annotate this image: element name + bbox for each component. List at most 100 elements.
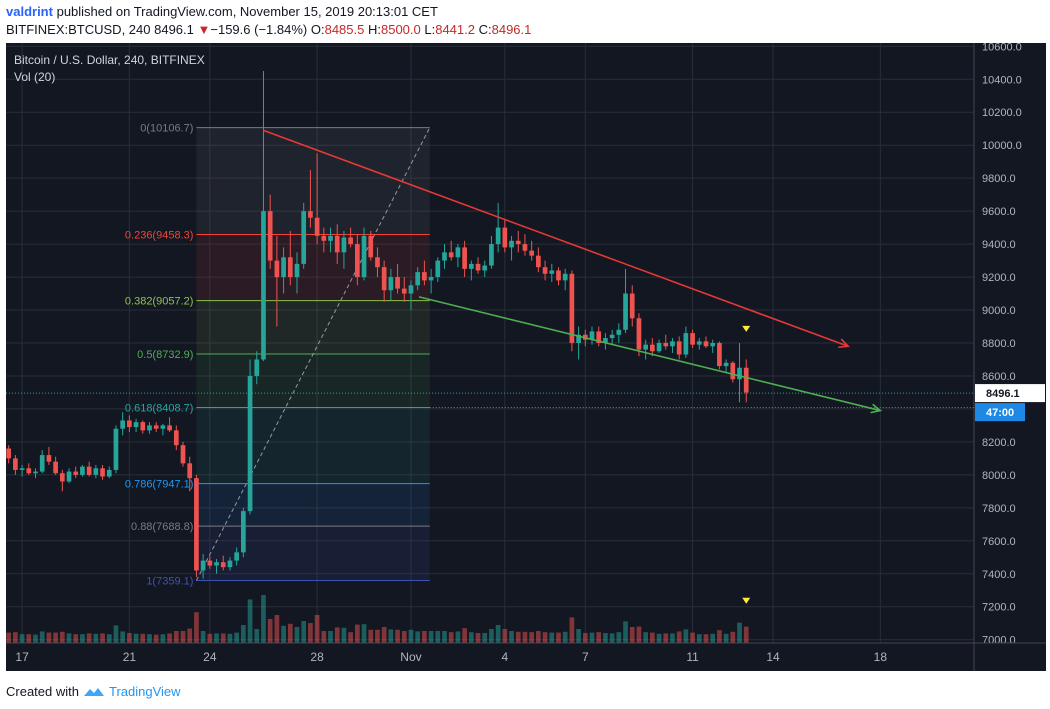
volume-bar	[743, 626, 749, 643]
high-label: H:	[367, 22, 381, 37]
volume-bar	[127, 633, 132, 643]
candle-body	[194, 478, 199, 571]
fib-band	[196, 300, 430, 355]
candle-body	[227, 560, 233, 568]
candle-body	[663, 343, 669, 347]
candle-body	[509, 240, 514, 248]
x-tick-label: 17	[15, 650, 29, 664]
volume-bar	[542, 632, 548, 643]
candle-body	[710, 343, 716, 347]
candle-body	[19, 468, 25, 470]
volume-bar	[556, 632, 561, 643]
low-label: L:	[424, 22, 436, 37]
candle-body	[743, 367, 749, 393]
volume-bar	[200, 631, 206, 643]
volume-bar	[301, 621, 307, 643]
candle-body	[207, 560, 213, 566]
candle-body	[489, 244, 494, 266]
volume-bar	[287, 623, 293, 643]
volume-bar	[589, 632, 595, 643]
chart-area[interactable]: 0(10106.7) 0.236(9458.3) 0.382(9057.2) 0.5(…	[6, 43, 1046, 671]
candlesticks	[6, 71, 749, 579]
candle-body	[86, 466, 92, 475]
green-arrow-head	[870, 403, 883, 414]
volume-bar	[294, 627, 300, 643]
candle-body	[200, 560, 206, 571]
candle-body	[39, 455, 45, 472]
volume-bar	[234, 632, 239, 643]
volume-bar	[603, 633, 608, 643]
candle-body	[656, 343, 662, 352]
candle-body	[220, 562, 226, 568]
author-name[interactable]: valdrint	[6, 4, 53, 19]
low-value: 8441.2	[435, 22, 475, 37]
volume-bar	[663, 633, 669, 643]
volume-bar	[737, 622, 742, 643]
fib-level-label: 0.5(8732.9)	[137, 349, 193, 361]
candle-body	[676, 341, 682, 355]
volume-bar	[375, 629, 380, 643]
red-trendline	[263, 129, 849, 348]
countdown-tag	[975, 403, 1025, 422]
fib-band	[196, 234, 430, 301]
volume-bar	[415, 631, 421, 643]
volume-bar	[482, 633, 488, 643]
tradingview-brand[interactable]: TradingView	[108, 684, 181, 699]
volume-bar	[455, 631, 461, 643]
candle-body	[556, 270, 561, 281]
volume-bar	[348, 632, 353, 643]
fib-band	[196, 526, 430, 581]
close-label: C:	[478, 22, 492, 37]
fib-band	[196, 483, 430, 527]
volume-bar	[489, 629, 494, 643]
candle-body	[6, 448, 12, 459]
candle-body	[515, 240, 521, 245]
volume-bar	[422, 631, 427, 643]
candle-body	[395, 277, 400, 289]
y-tick-label: 8000.0	[982, 470, 1016, 482]
volume-bar	[80, 634, 85, 643]
candle-body	[375, 257, 380, 268]
volume-bar	[46, 632, 52, 643]
price-chart[interactable]: 0(10106.7) 0.236(9458.3) 0.382(9057.2) 0.5(…	[6, 43, 1046, 671]
candle-body	[696, 341, 702, 345]
change-text: −159.6 (−1.84%)	[210, 22, 308, 37]
x-tick-label: 11	[686, 650, 699, 664]
trendlines[interactable]	[263, 129, 883, 604]
volume-bar	[247, 599, 253, 643]
volume-marker	[742, 597, 751, 604]
volume-bar	[475, 633, 481, 643]
candle-body	[388, 277, 394, 291]
candle-body	[234, 552, 239, 561]
candle-body	[589, 331, 595, 340]
y-tick-label: 9800.0	[982, 173, 1016, 185]
y-tick-label: 10600.0	[982, 43, 1022, 53]
candle-body	[133, 422, 139, 428]
candle-body	[354, 244, 360, 278]
volume-bar	[710, 633, 716, 643]
volume-indicator-label: Vol (20)	[14, 70, 55, 84]
volume-bar	[133, 633, 139, 643]
volume-bar	[515, 631, 521, 643]
candle-body	[549, 270, 555, 274]
last-price-tag-label: 8496.1	[986, 388, 1020, 400]
volume-bars	[6, 595, 749, 643]
volume-bar	[395, 629, 400, 643]
volume-bar	[696, 634, 702, 643]
volume-bar	[341, 627, 347, 643]
candle-body	[287, 257, 293, 278]
candle-body	[542, 267, 548, 274]
down-arrow-icon: ▼	[197, 22, 211, 37]
volume-bar	[730, 631, 736, 643]
volume-bar	[495, 625, 501, 643]
green-trendline	[418, 296, 881, 412]
candle-body	[80, 466, 85, 475]
candle-body	[381, 267, 387, 291]
candle-body	[294, 263, 300, 278]
volume-bar	[596, 632, 602, 643]
fib-level-label: 0(10106.7)	[140, 123, 193, 135]
volume-bar	[361, 624, 367, 643]
volume-bar	[442, 631, 447, 643]
candle-body	[737, 367, 742, 380]
candle-body	[522, 244, 528, 251]
